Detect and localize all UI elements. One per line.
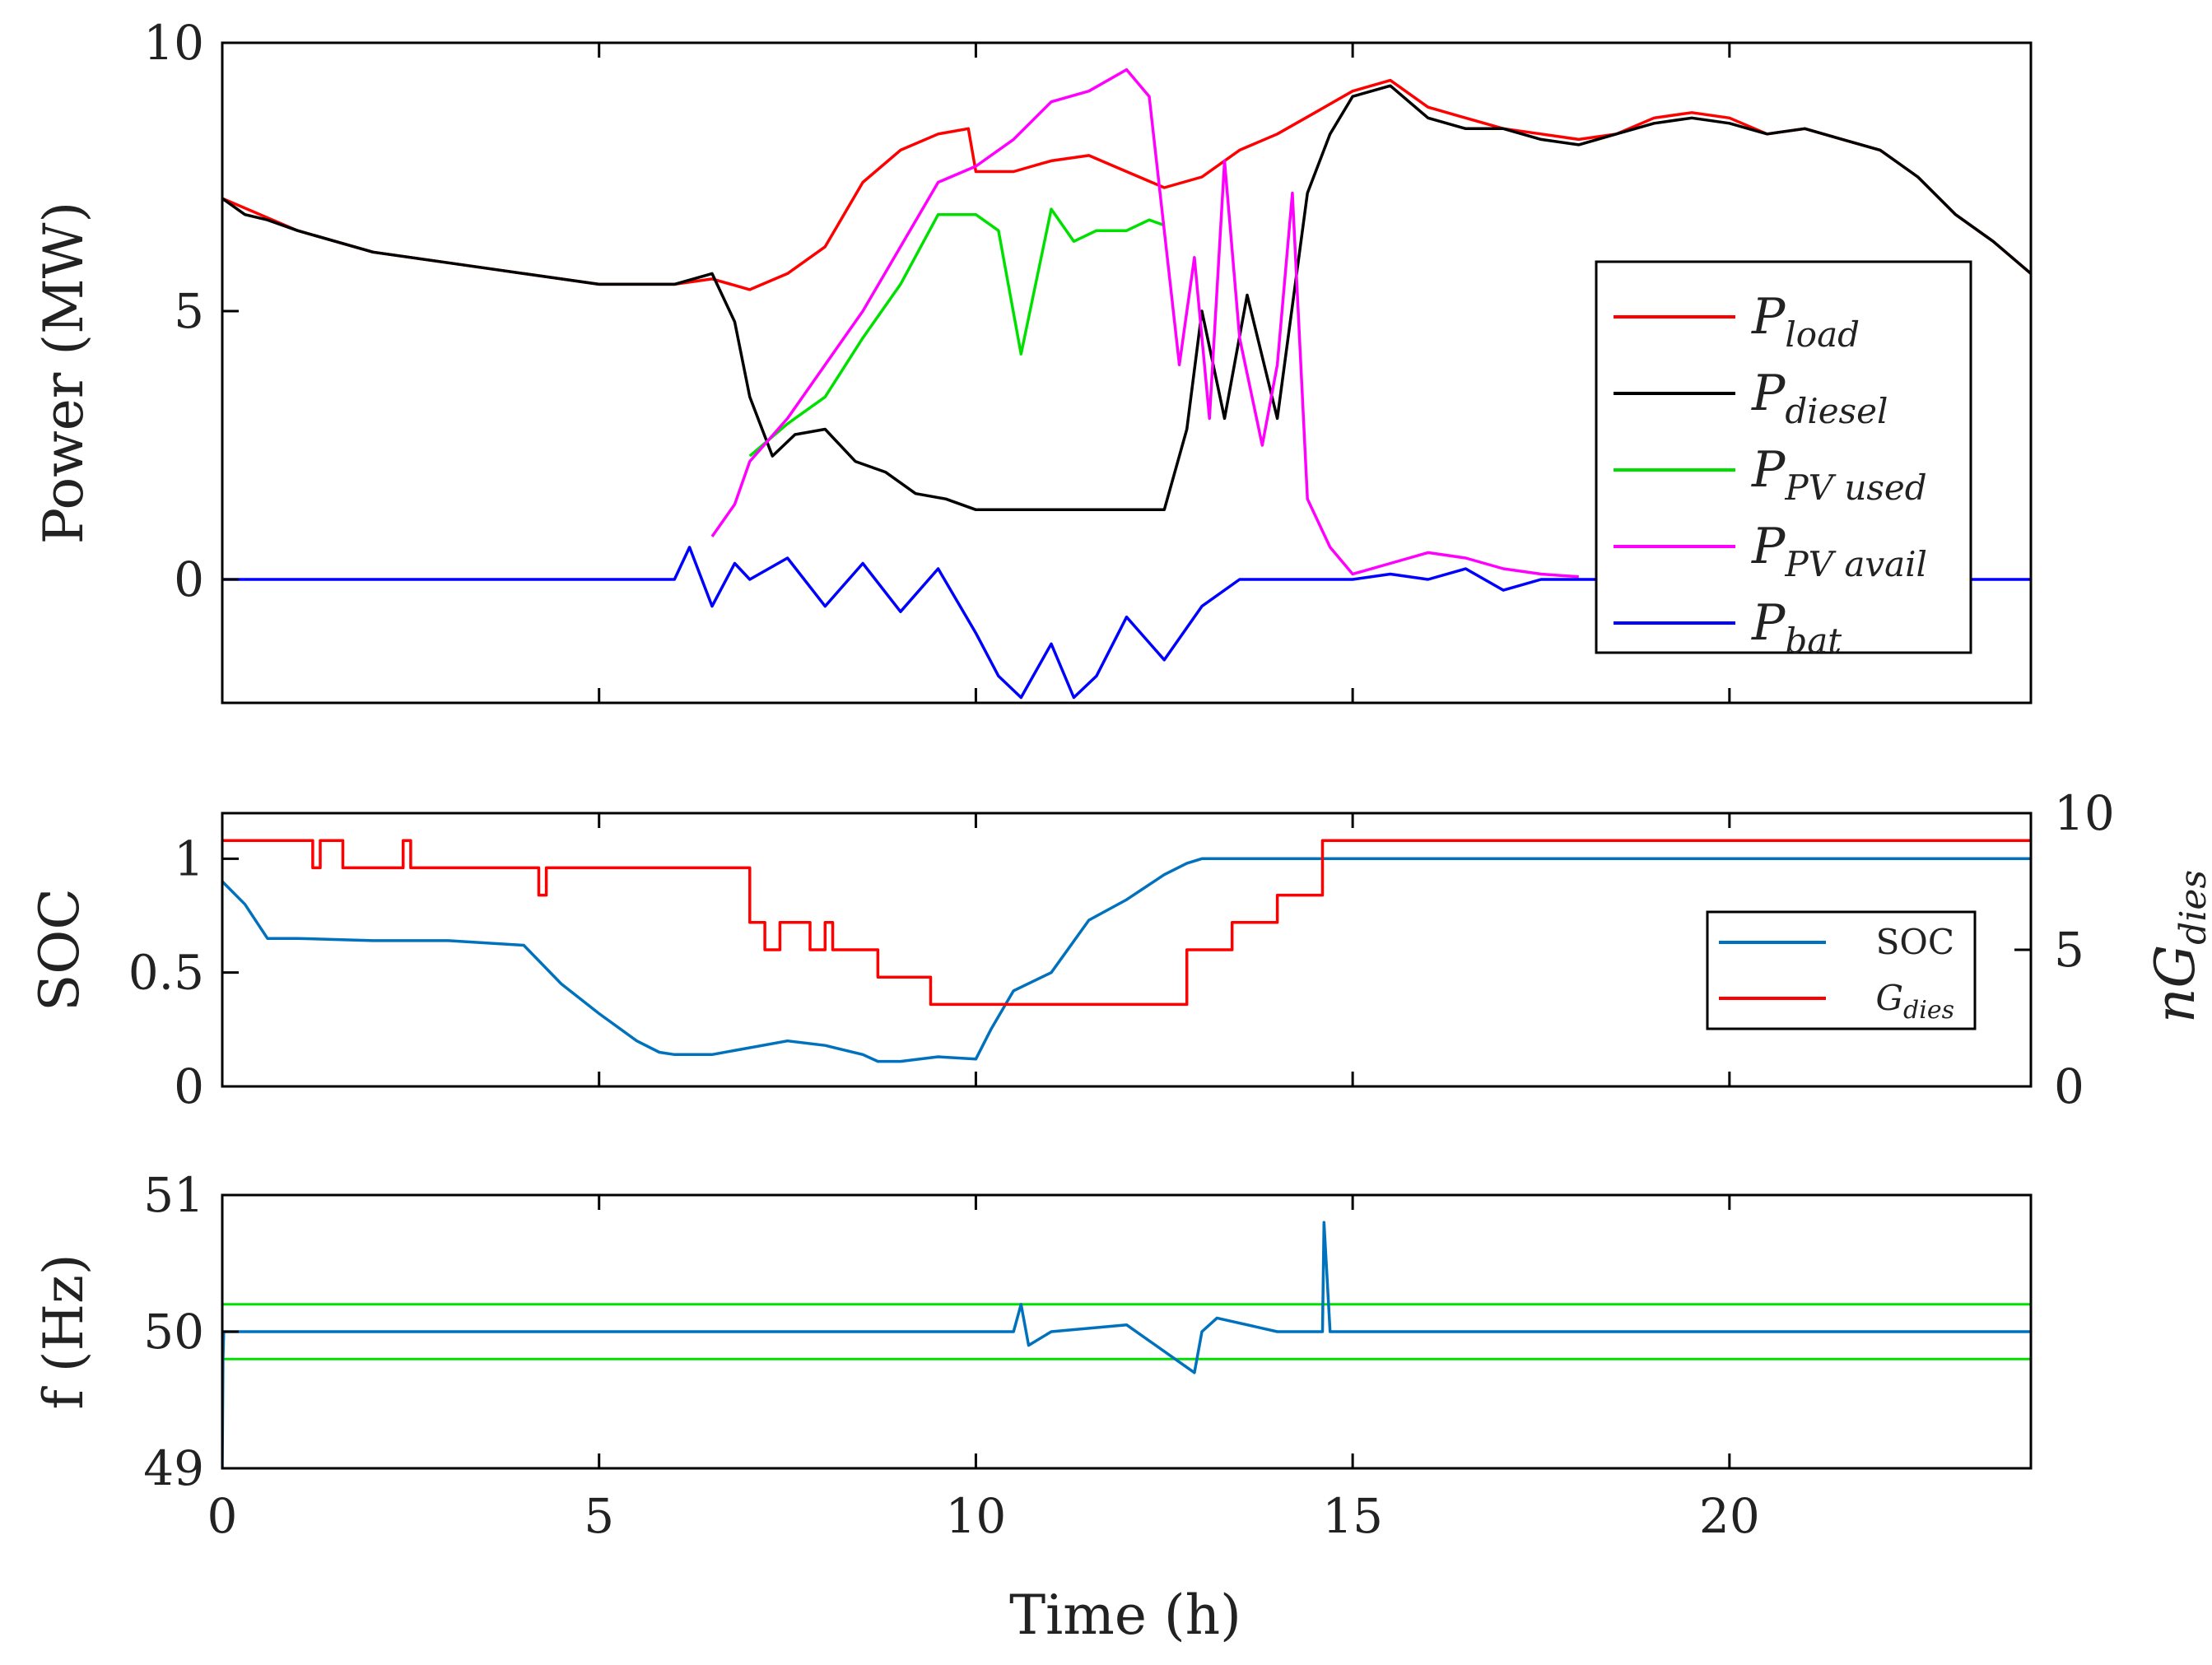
series-line-G_dies [222, 839, 2031, 1007]
power-yticks: 0 5 10 [143, 15, 239, 607]
xtick-label: 0 [207, 1488, 238, 1544]
ytick-label: 1 [174, 830, 204, 886]
series-line-P_PV_avail [710, 67, 1579, 579]
soc-ylabel: SOC [28, 888, 91, 1012]
xtick-label: 15 [1322, 1488, 1383, 1544]
panel-frequency: 49 50 51 0 5 10 15 20 f (Hz) Time (h) [32, 1167, 2033, 1647]
power-ylabel: Power (MW) [32, 202, 95, 544]
soc-legend: SOC Gdies [1706, 910, 1977, 1030]
time-xticks: 0 5 10 15 20 [207, 1488, 1760, 1544]
ytick-label: 51 [143, 1167, 204, 1223]
ytick-label: 50 [143, 1304, 204, 1360]
soc-legend-box [1706, 910, 1977, 1030]
xtick-label: 10 [946, 1488, 1007, 1544]
series-line-P_PV_used [748, 207, 1165, 458]
ytick-label: 0.5 [128, 945, 204, 1001]
legend-label: Pdiesel [1751, 365, 1888, 431]
legend-label: PPV avail [1751, 518, 1927, 584]
freq-ylabel: f (Hz) [32, 1253, 95, 1409]
series-line-SOC [222, 857, 2031, 1063]
legend-label: Pbat [1751, 594, 1842, 661]
series-line-P_bat [222, 546, 2031, 700]
panel-power: 0 5 10 Power (MW) Pload Pdiesel PPV used PPV … [32, 15, 2033, 705]
plot-frame-power [221, 41, 2033, 705]
power-legend-box [1595, 260, 1972, 654]
ytick-label: 10 [143, 15, 204, 71]
soc-yticks: 00.51 [128, 830, 239, 1114]
soc-series-group [222, 839, 2031, 1063]
legend-label: PPV used [1751, 441, 1927, 508]
ytick-label: 5 [2054, 922, 2084, 978]
series-line-P_load [222, 78, 2031, 291]
xtick-label: 5 [584, 1488, 614, 1544]
series-line-P_diesel [222, 84, 2031, 512]
freq-yticks: 49 50 51 [143, 1167, 239, 1496]
freq-series-group [222, 1221, 2031, 1468]
ytick-label: 0 [174, 551, 204, 607]
legend-label: Gdies [1875, 978, 1954, 1025]
time-xlabel: Time (h) [1009, 1584, 1241, 1647]
legend-label: SOC [1876, 922, 1954, 962]
ndies-ylabel: nGdies [2144, 870, 2212, 1023]
power-legend: Pload Pdiesel PPV used PPV avail Pbat [1595, 260, 1972, 661]
ytick-label: 0 [2054, 1058, 2084, 1114]
xtick-label: 20 [1699, 1488, 1760, 1544]
ytick-label: 0 [174, 1058, 204, 1114]
ytick-label: 49 [143, 1440, 204, 1496]
power-series-group [222, 67, 2031, 700]
ytick-label: 5 [174, 283, 204, 339]
soc-right-yticks: 0 5 10 [2014, 785, 2115, 1114]
ytick-label: 10 [2054, 785, 2115, 841]
series-line-f [222, 1221, 2031, 1468]
legend-label: Pload [1751, 288, 1860, 355]
